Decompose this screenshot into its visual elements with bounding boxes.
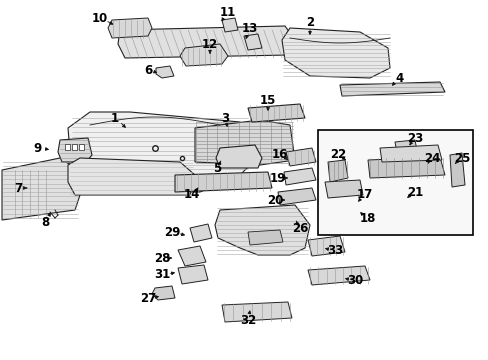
Bar <box>317 130 472 235</box>
Text: 33: 33 <box>326 243 343 256</box>
Text: 10: 10 <box>92 12 108 24</box>
Text: 26: 26 <box>291 221 307 234</box>
Polygon shape <box>367 157 444 178</box>
Polygon shape <box>244 34 262 50</box>
Text: 12: 12 <box>202 39 218 51</box>
Polygon shape <box>339 82 444 96</box>
Text: 20: 20 <box>266 194 283 207</box>
Polygon shape <box>284 168 315 185</box>
Polygon shape <box>222 302 291 322</box>
Text: 7: 7 <box>14 181 22 194</box>
Text: 2: 2 <box>305 15 313 28</box>
Polygon shape <box>108 18 152 38</box>
Text: 31: 31 <box>154 269 170 282</box>
Polygon shape <box>79 144 84 150</box>
Text: 25: 25 <box>453 152 469 165</box>
Polygon shape <box>68 112 254 192</box>
Text: 3: 3 <box>221 112 228 125</box>
Polygon shape <box>341 208 377 228</box>
Text: 28: 28 <box>154 252 170 265</box>
Polygon shape <box>394 140 417 158</box>
Polygon shape <box>307 236 345 256</box>
Text: 4: 4 <box>395 72 403 85</box>
Polygon shape <box>175 172 271 192</box>
Polygon shape <box>68 158 195 195</box>
Polygon shape <box>156 66 174 78</box>
Polygon shape <box>2 158 80 220</box>
Text: 8: 8 <box>41 216 49 229</box>
Polygon shape <box>325 180 362 198</box>
Text: 19: 19 <box>269 171 285 184</box>
Polygon shape <box>195 120 294 165</box>
Text: 27: 27 <box>140 292 156 305</box>
Text: 11: 11 <box>220 5 236 18</box>
Polygon shape <box>118 26 294 58</box>
Polygon shape <box>449 153 464 187</box>
Text: 23: 23 <box>406 131 422 144</box>
Text: 5: 5 <box>212 162 221 175</box>
Text: 30: 30 <box>346 274 363 287</box>
Text: 17: 17 <box>356 189 372 202</box>
Text: 14: 14 <box>183 189 200 202</box>
Polygon shape <box>307 266 369 285</box>
Polygon shape <box>285 148 315 166</box>
Polygon shape <box>247 230 283 245</box>
Text: 32: 32 <box>240 314 256 327</box>
Polygon shape <box>282 28 389 78</box>
Polygon shape <box>215 205 309 255</box>
Text: 24: 24 <box>423 152 439 165</box>
Text: 18: 18 <box>359 211 375 225</box>
Polygon shape <box>379 145 441 162</box>
Polygon shape <box>222 18 238 32</box>
Text: 16: 16 <box>271 148 287 162</box>
Polygon shape <box>327 160 347 182</box>
Polygon shape <box>72 144 77 150</box>
Polygon shape <box>339 186 383 210</box>
Polygon shape <box>58 138 92 162</box>
Text: 1: 1 <box>111 112 119 125</box>
Text: 6: 6 <box>143 63 152 77</box>
Text: 21: 21 <box>406 185 422 198</box>
Polygon shape <box>394 182 432 207</box>
Polygon shape <box>178 246 205 266</box>
Polygon shape <box>278 188 315 205</box>
Text: 9: 9 <box>34 141 42 154</box>
Polygon shape <box>216 145 262 168</box>
Polygon shape <box>190 224 212 242</box>
Polygon shape <box>178 265 207 284</box>
Polygon shape <box>247 104 305 122</box>
Polygon shape <box>152 286 175 300</box>
Text: 29: 29 <box>163 225 180 238</box>
Text: 13: 13 <box>242 22 258 35</box>
Text: 15: 15 <box>259 94 276 107</box>
Polygon shape <box>180 44 227 66</box>
Polygon shape <box>65 144 70 150</box>
Text: 22: 22 <box>329 148 346 162</box>
